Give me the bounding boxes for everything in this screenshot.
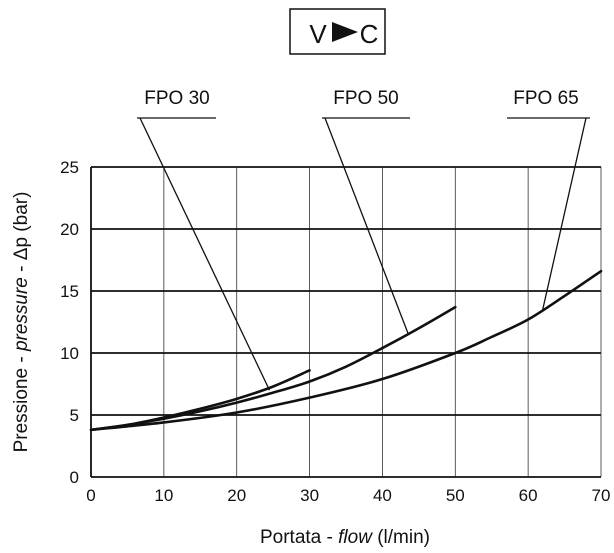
header-badge: V C <box>289 8 386 55</box>
series-label-fpo-65: FPO 65 <box>513 88 578 109</box>
series-label-fpo-50: FPO 50 <box>333 88 398 109</box>
series-callouts: FPO 30 FPO 50 FPO 65 <box>137 88 590 391</box>
axes <box>90 167 601 478</box>
right-triangle-arrow-icon <box>332 22 358 42</box>
tick-labels: 0 10 20 30 40 50 60 70 0 5 10 15 20 25 <box>60 158 610 505</box>
x-tick-label-70: 70 <box>592 486 611 505</box>
header-label-right: C <box>360 19 379 49</box>
series-line-fpo-30 <box>89 369 311 432</box>
y-tick-label-0: 0 <box>70 468 79 487</box>
series-line-fpo-50 <box>89 305 457 432</box>
axis-label-part: Pressione - <box>11 351 32 452</box>
series-label-fpo-30: FPO 30 <box>144 88 209 109</box>
x-tick-label-30: 30 <box>300 486 319 505</box>
callout-leader-fpo-50 <box>324 117 409 334</box>
axis-label-part: pressure <box>11 277 32 352</box>
axis-label-part: flow <box>338 527 373 548</box>
y-tick-label-5: 5 <box>70 406 79 425</box>
x-tick-label-60: 60 <box>519 486 538 505</box>
x-tick-label-50: 50 <box>446 486 465 505</box>
x-axis-label: Portata - flow (l/min) <box>260 527 430 548</box>
header-label-left: V <box>309 19 327 49</box>
y-axis-label: Pressione - pressure - Δp (bar) <box>11 192 32 453</box>
x-tick-label-20: 20 <box>227 486 246 505</box>
axis-label-part: Portata - <box>260 527 338 548</box>
y-tick-label-15: 15 <box>60 282 79 301</box>
axis-label-part: (l/min) <box>372 527 430 548</box>
y-tick-label-25: 25 <box>60 158 79 177</box>
axis-label-part: - Δp (bar) <box>11 192 32 278</box>
y-tick-label-20: 20 <box>60 220 79 239</box>
callout-leader-fpo-30 <box>139 117 271 391</box>
y-tick-label-10: 10 <box>60 344 79 363</box>
callout-leader-fpo-65 <box>542 117 587 310</box>
data-series <box>89 269 603 432</box>
x-tick-label-10: 10 <box>154 486 173 505</box>
x-tick-label-0: 0 <box>86 486 95 505</box>
x-tick-label-40: 40 <box>373 486 392 505</box>
series-line-fpo-65 <box>89 269 603 432</box>
